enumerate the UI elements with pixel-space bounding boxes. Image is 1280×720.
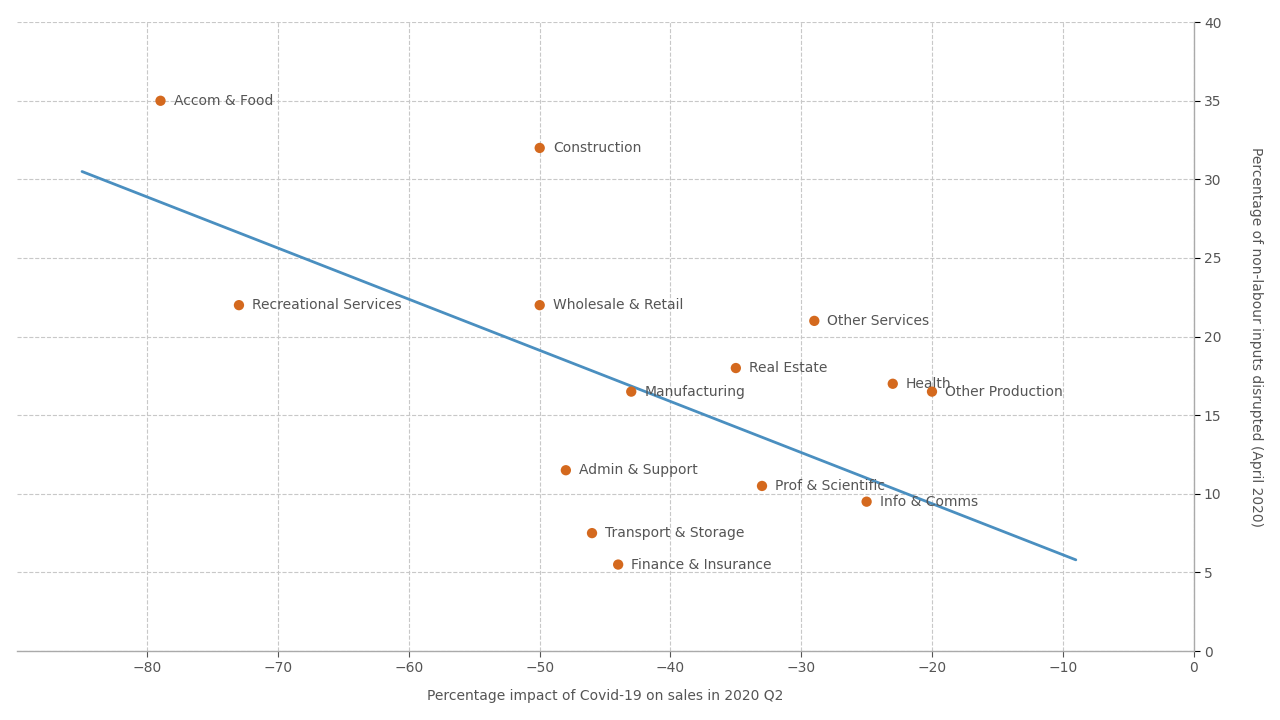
X-axis label: Percentage impact of Covid-19 on sales in 2020 Q2: Percentage impact of Covid-19 on sales i… <box>428 689 783 703</box>
Point <box>530 142 550 153</box>
Point <box>621 386 641 397</box>
Text: Other Production: Other Production <box>945 384 1062 399</box>
Y-axis label: Percentage of non-labour inputs disrupted (April 2020): Percentage of non-labour inputs disrupte… <box>1249 147 1263 526</box>
Text: Info & Comms: Info & Comms <box>879 495 978 508</box>
Point <box>856 496 877 508</box>
Text: Admin & Support: Admin & Support <box>579 463 698 477</box>
Text: Transport & Storage: Transport & Storage <box>605 526 745 540</box>
Point <box>229 300 250 311</box>
Point <box>882 378 902 390</box>
Text: Other Services: Other Services <box>827 314 929 328</box>
Point <box>922 386 942 397</box>
Text: Recreational Services: Recreational Services <box>252 298 402 312</box>
Text: Accom & Food: Accom & Food <box>174 94 273 108</box>
Text: Finance & Insurance: Finance & Insurance <box>631 557 772 572</box>
Point <box>751 480 772 492</box>
Point <box>804 315 824 327</box>
Text: Wholesale & Retail: Wholesale & Retail <box>553 298 684 312</box>
Point <box>556 464 576 476</box>
Point <box>150 95 170 107</box>
Point <box>530 300 550 311</box>
Point <box>582 527 603 539</box>
Text: Prof & Scientific: Prof & Scientific <box>776 479 884 493</box>
Text: Real Estate: Real Estate <box>749 361 827 375</box>
Text: Health: Health <box>906 377 951 391</box>
Text: Construction: Construction <box>553 141 641 155</box>
Text: Manufacturing: Manufacturing <box>644 384 745 399</box>
Point <box>608 559 628 570</box>
Point <box>726 362 746 374</box>
